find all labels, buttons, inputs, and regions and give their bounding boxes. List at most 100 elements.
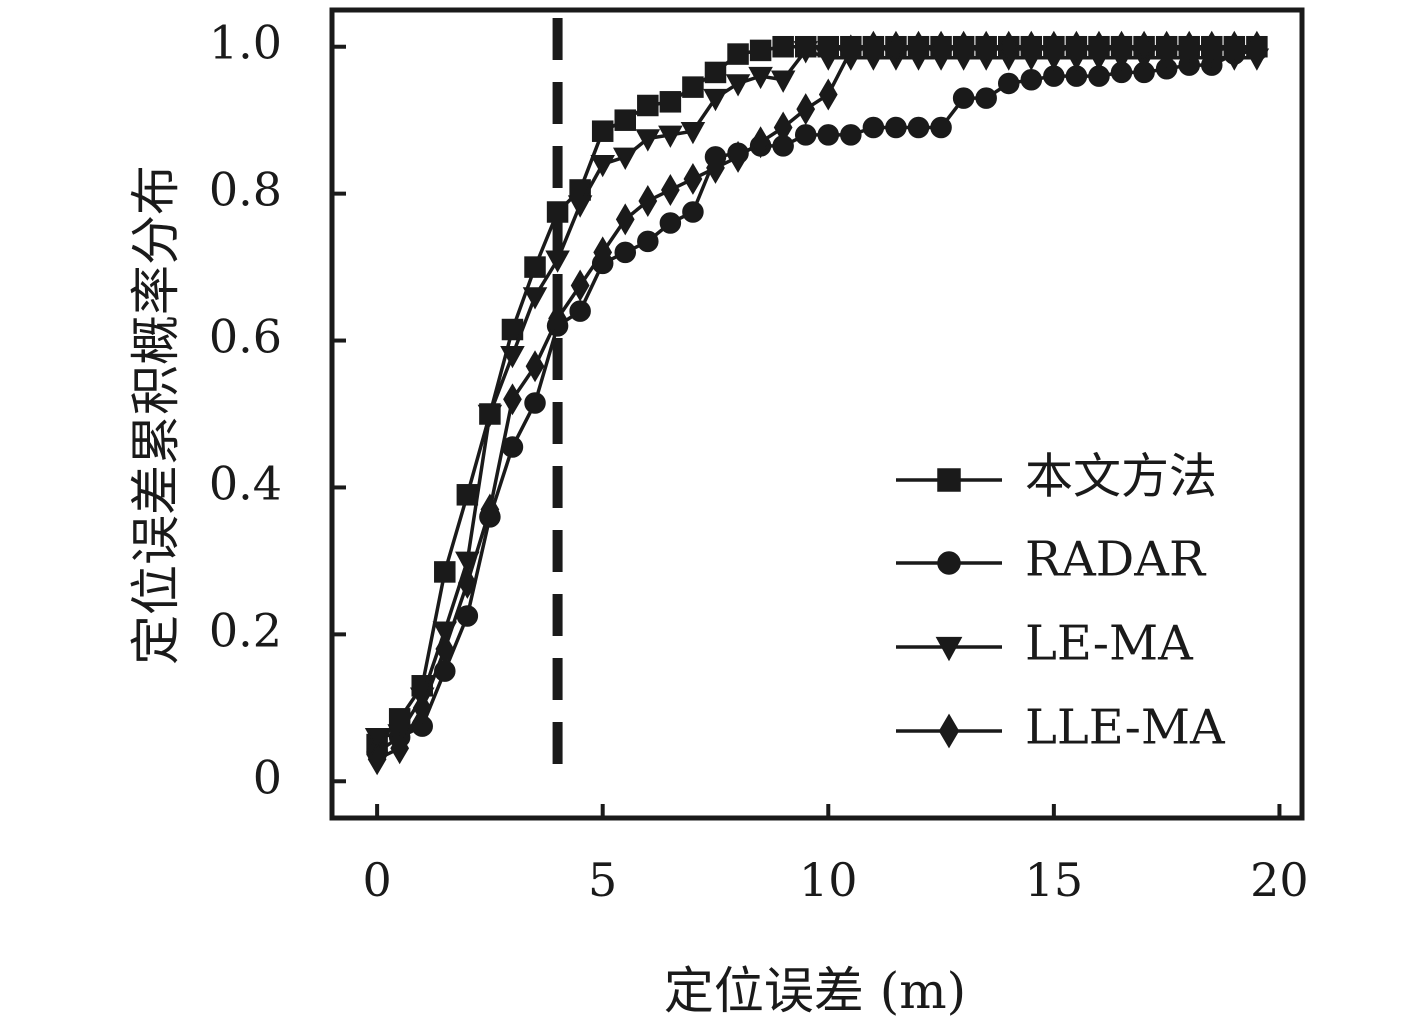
data-point [796, 93, 816, 126]
data-point [706, 151, 725, 184]
y-axis-label: 定位误差累积概率分布 [127, 165, 185, 665]
x-tick-label: 5 [588, 853, 617, 907]
legend-entry: RADAR [896, 532, 1207, 588]
data-point [975, 87, 997, 109]
data-point [500, 345, 525, 369]
data-point [567, 195, 593, 218]
data-point [817, 124, 840, 146]
series-line [376, 48, 1257, 739]
data-point [456, 605, 479, 627]
data-point [907, 116, 930, 139]
data-point [1157, 30, 1177, 63]
data-point [522, 287, 548, 310]
data-point [886, 30, 906, 63]
series-layer [364, 30, 1270, 776]
legend-label: RADAR [1025, 532, 1207, 588]
data-point [480, 493, 500, 526]
data-point [635, 129, 661, 152]
data-point [930, 116, 952, 139]
data-point [1224, 30, 1244, 63]
x-axis-label: 定位误差 (m) [664, 962, 966, 1020]
data-point [658, 125, 683, 148]
x-tick-label: 0 [362, 853, 391, 907]
data-point [680, 121, 706, 145]
data-point [840, 124, 862, 146]
data-point [434, 561, 456, 583]
data-point [999, 30, 1019, 63]
y-tick-label: 0.8 [209, 163, 282, 217]
data-point [1044, 30, 1064, 63]
data-point [593, 236, 613, 269]
data-point [749, 39, 772, 62]
data-point [591, 120, 614, 142]
data-point [1089, 30, 1109, 63]
series-line [376, 44, 1257, 761]
data-point [1247, 30, 1267, 63]
data-point [590, 155, 615, 178]
data-point [569, 300, 591, 322]
data-point [390, 732, 410, 765]
data-point [794, 124, 817, 146]
legend: 本文方法 RADAR LE-MA LLE-MA [896, 449, 1226, 756]
data-point [683, 162, 703, 195]
data-point [364, 727, 390, 751]
data-point [976, 30, 996, 63]
legend-label: LE-MA [1025, 616, 1194, 672]
legend-label: 本文方法 [1025, 449, 1217, 505]
data-point [728, 140, 748, 173]
y-tick-label: 0.2 [209, 603, 282, 657]
data-point [1202, 30, 1222, 63]
data-point [503, 383, 522, 416]
tick-layer: 0 0.2 0.4 0.6 0.8 1.0 0 5 10 15 20 [209, 16, 1309, 907]
data-point [773, 111, 793, 144]
data-point [1179, 30, 1199, 63]
data-point [1134, 30, 1154, 63]
data-point [615, 203, 635, 236]
data-point [614, 109, 637, 131]
legend-entry: LLE-MA [896, 700, 1226, 756]
x-tick-label: 15 [1025, 853, 1084, 907]
data-point [725, 74, 751, 97]
data-point [682, 76, 704, 98]
data-point [841, 34, 861, 67]
data-point [548, 302, 567, 335]
data-point [682, 201, 704, 223]
data-point [704, 61, 727, 84]
legend-marker [937, 551, 961, 575]
data-point [793, 41, 818, 64]
data-point [545, 250, 570, 273]
data-point [637, 230, 659, 253]
data-point [703, 88, 728, 112]
legend-label: LLE-MA [1025, 700, 1226, 756]
data-point [748, 66, 773, 90]
plot-frame [329, 7, 1305, 821]
data-point [638, 184, 658, 217]
data-point [727, 43, 749, 65]
data-point [525, 350, 545, 383]
data-point [770, 70, 796, 93]
legend-marker [935, 636, 963, 662]
data-point [612, 147, 638, 170]
data-point [931, 30, 951, 63]
y-tick-label: 0.4 [209, 456, 282, 510]
legend-marker [937, 468, 961, 492]
data-point [524, 392, 546, 414]
data-point [772, 35, 794, 58]
data-point [546, 201, 569, 223]
y-tick-label: 0.6 [209, 310, 282, 364]
data-point [885, 116, 907, 139]
data-point [524, 256, 546, 278]
x-tick-label: 20 [1250, 853, 1309, 907]
data-point [659, 91, 682, 113]
series-line [376, 48, 1258, 754]
data-point [477, 404, 503, 428]
x-tick-label: 10 [799, 853, 858, 907]
data-point [864, 30, 883, 63]
data-point [661, 173, 680, 206]
data-point [659, 212, 682, 234]
data-point [570, 269, 590, 302]
data-point [862, 116, 885, 139]
legend-marker [938, 713, 960, 749]
series-4 [367, 30, 1267, 776]
legend-entry: 本文方法 [896, 449, 1217, 505]
